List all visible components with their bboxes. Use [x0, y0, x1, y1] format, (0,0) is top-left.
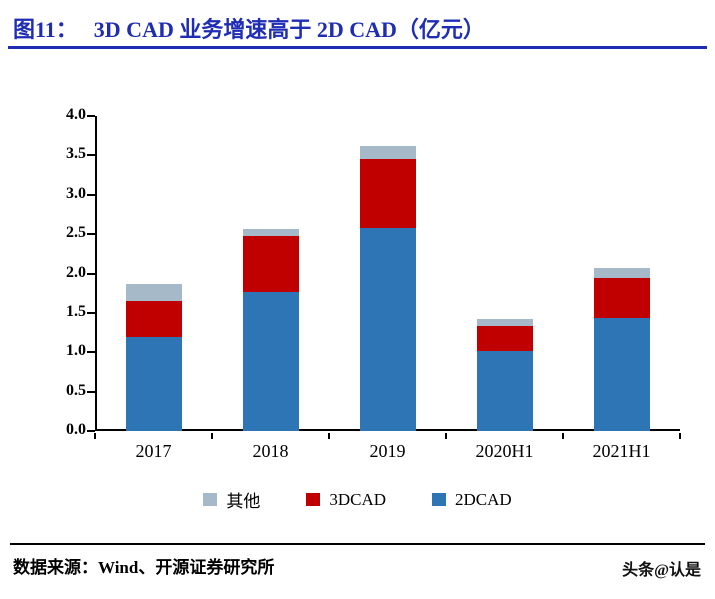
y-axis-tick-label: 2.0 — [66, 263, 86, 281]
bar-segment-2019-3DCAD — [359, 159, 416, 228]
bar-segment-2018-2DCAD — [242, 292, 299, 431]
bar-segment-2021H1-2DCAD — [593, 318, 650, 431]
y-axis-tick — [87, 193, 95, 196]
y-axis-tick-label: 0.5 — [66, 381, 86, 399]
title-underline — [8, 46, 707, 49]
y-axis-tick — [87, 154, 95, 157]
x-axis-label: 2021H1 — [592, 441, 651, 461]
y-axis-tick — [87, 351, 95, 354]
y-axis-tick-label: 4.0 — [66, 106, 86, 123]
legend-label: 3DCAD — [329, 489, 386, 509]
data-source-text: 数据来源：Wind、开源证券研究所 — [13, 558, 275, 577]
bar-segment-2017-3DCAD — [125, 301, 182, 338]
y-axis-tick-label: 1.5 — [66, 302, 86, 320]
y-axis-tick — [87, 272, 95, 275]
x-axis-label: 2018 — [252, 441, 289, 461]
x-axis-label: 2020H1 — [475, 441, 534, 461]
bar-segment-2020H1-2DCAD — [476, 350, 533, 431]
bar-segment-2020H1-其他 — [476, 319, 533, 327]
legend-item-3DCAD: 3DCAD — [306, 487, 386, 512]
y-axis-tick-label: 3.0 — [66, 184, 86, 202]
x-axis-tick — [445, 433, 447, 439]
y-axis-tick — [87, 233, 95, 236]
x-axis-tick — [211, 433, 213, 439]
bar-segment-2021H1-其他 — [593, 267, 650, 279]
x-axis-tick — [679, 433, 681, 439]
x-axis-tick — [562, 433, 564, 439]
y-axis-tick — [87, 115, 95, 117]
y-axis-tick — [87, 430, 95, 432]
y-axis-tick-label: 1.0 — [66, 342, 86, 360]
y-axis-tick-label: 2.5 — [66, 224, 86, 242]
y-axis-tick — [87, 311, 95, 314]
legend-swatch-3DCAD — [306, 493, 321, 506]
bar-segment-2017-其他 — [125, 283, 182, 302]
figure-title-row: 图11： 3D CAD 业务增速高于 2D CAD（亿元） — [13, 12, 485, 44]
footer-divider — [10, 543, 705, 545]
bar-segment-2018-其他 — [242, 228, 299, 236]
legend-label: 2DCAD — [455, 489, 512, 509]
figure-number: 图11： — [13, 17, 78, 42]
bar-segment-2019-2DCAD — [359, 227, 416, 431]
y-axis-tick — [87, 390, 95, 393]
y-axis-tick-label: 3.5 — [66, 145, 86, 163]
x-axis-tick — [328, 433, 330, 439]
x-axis-label: 2019 — [369, 441, 406, 461]
legend-label: 其他 — [226, 492, 261, 511]
legend-swatch-其他 — [203, 493, 218, 506]
x-axis-tick — [94, 433, 96, 439]
watermark-text: 头条@认是 — [622, 562, 701, 579]
chart-legend: 其他 3DCAD 2DCAD — [0, 487, 715, 512]
bar-segment-2018-3DCAD — [242, 235, 299, 293]
y-axis-tick-label: 0.0 — [66, 421, 86, 438]
legend-swatch-2DCAD — [432, 493, 446, 506]
legend-item-其他: 其他 — [203, 487, 260, 512]
bar-segment-2020H1-3DCAD — [476, 326, 533, 351]
legend-item-2DCAD: 2DCAD — [432, 487, 512, 512]
figure-title: 3D CAD 业务增速高于 2D CAD（亿元） — [93, 17, 485, 42]
bar-segment-2019-其他 — [359, 145, 416, 160]
x-axis-label: 2017 — [135, 441, 172, 461]
bar-segment-2017-2DCAD — [125, 337, 182, 431]
bar-segment-2021H1-3DCAD — [593, 278, 650, 319]
